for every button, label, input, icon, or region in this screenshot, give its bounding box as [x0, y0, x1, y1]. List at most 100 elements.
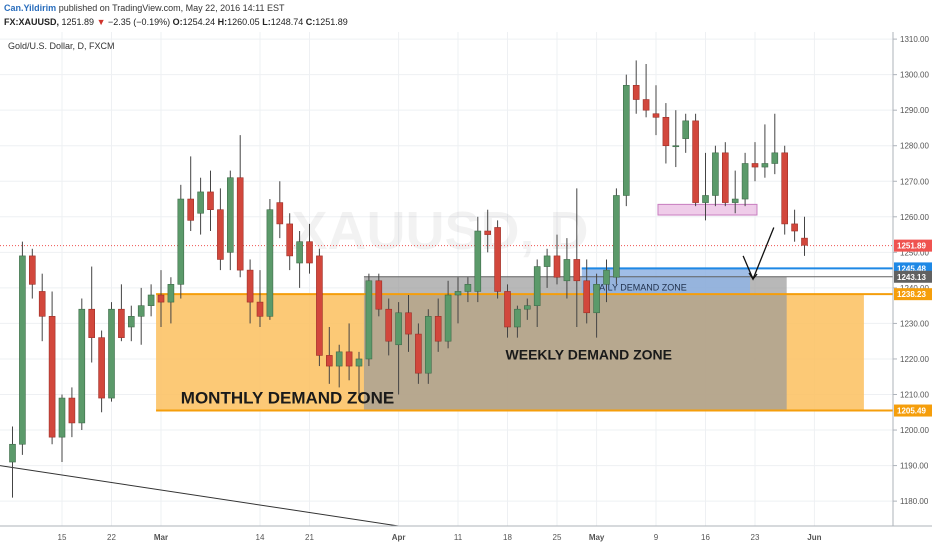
candle-bullish[interactable] [672, 145, 680, 148]
supply-zone[interactable] [657, 204, 757, 216]
candle-bearish[interactable] [415, 333, 422, 374]
candle-bullish[interactable] [702, 195, 709, 203]
candle-bearish[interactable] [217, 209, 224, 260]
candle-bullish[interactable] [147, 294, 155, 306]
candle-bullish[interactable] [771, 152, 779, 164]
candle-bullish[interactable] [108, 308, 115, 399]
price-label-text: 1243.13 [897, 273, 926, 282]
candle-bearish[interactable] [207, 191, 214, 210]
candle-bullish[interactable] [137, 305, 145, 317]
candle-bearish[interactable] [98, 337, 105, 399]
candle-bearish[interactable] [375, 280, 383, 310]
candle-bearish[interactable] [345, 351, 353, 367]
candle-bullish[interactable] [58, 397, 66, 438]
candle-bullish[interactable] [335, 351, 343, 367]
candle-bullish[interactable] [622, 85, 630, 196]
price-tick-label: 1190.00 [900, 462, 929, 471]
price-tick-label: 1290.00 [900, 106, 929, 115]
candle-bullish[interactable] [395, 312, 402, 346]
candle-bullish[interactable] [177, 198, 185, 285]
candle-bearish[interactable] [801, 237, 808, 246]
candle-bearish[interactable] [484, 230, 492, 235]
candle-bullish[interactable] [444, 294, 452, 342]
time-axis[interactable] [0, 526, 932, 550]
candle-bearish[interactable] [751, 163, 759, 168]
candle-bullish[interactable] [128, 316, 135, 328]
candle-bullish[interactable] [523, 305, 531, 310]
candle-bearish[interactable] [721, 152, 729, 203]
candle-bullish[interactable] [682, 120, 690, 139]
candle-bearish[interactable] [632, 85, 640, 100]
candle-bearish[interactable] [157, 294, 165, 303]
candle-bearish[interactable] [28, 255, 36, 285]
candle-bullish[interactable] [563, 259, 571, 282]
author-link[interactable]: Can.Yildirim [4, 3, 57, 13]
candle-bearish[interactable] [316, 255, 323, 356]
price-tick-label: 1180.00 [900, 497, 929, 506]
supply-zone-border [657, 203, 758, 216]
candle-bearish[interactable] [325, 355, 333, 367]
candle-bullish[interactable] [712, 152, 719, 196]
publish-info: published on TradingView.com, May 22, 20… [58, 3, 285, 13]
candle-bullish[interactable] [9, 443, 16, 463]
chart-title: Gold/U.S. Dollar, D, FXCM [8, 41, 115, 51]
candle-bullish[interactable] [464, 284, 472, 292]
candle-bearish[interactable] [494, 227, 501, 292]
candle-bearish[interactable] [286, 223, 294, 257]
price-label-badge [894, 239, 932, 252]
candle-bearish[interactable] [405, 312, 412, 335]
candle-bearish[interactable] [573, 259, 581, 282]
candle-bullish[interactable] [761, 163, 769, 168]
candle-bearish[interactable] [692, 120, 699, 203]
candle-bullish[interactable] [197, 191, 204, 214]
candle-bearish[interactable] [236, 177, 244, 271]
candle-bearish[interactable] [791, 223, 798, 232]
candle-bearish[interactable] [256, 301, 264, 317]
candle-bearish[interactable] [246, 269, 254, 303]
candle-bullish[interactable] [19, 255, 26, 445]
candle-bearish[interactable] [48, 316, 56, 438]
daily-zone-label: DAILY DEMAND ZONE [593, 283, 687, 293]
candle-bullish[interactable] [603, 269, 610, 285]
weekly-zone-label: WEEKLY DEMAND ZONE [506, 347, 672, 363]
candle-bearish[interactable] [385, 308, 393, 342]
candle-bullish[interactable] [355, 358, 363, 367]
price-label-text: 1245.48 [897, 264, 926, 273]
candle-bullish[interactable] [266, 209, 274, 317]
candle-bearish[interactable] [306, 241, 313, 264]
candle-bullish[interactable] [365, 280, 373, 360]
candle-bearish[interactable] [88, 308, 95, 338]
candle-bearish[interactable] [583, 280, 591, 314]
candle-bearish[interactable] [434, 316, 442, 342]
candle-bullish[interactable] [424, 316, 432, 374]
trend-line[interactable] [0, 465, 399, 527]
candle-bearish[interactable] [504, 291, 511, 328]
close-label: C: [305, 17, 316, 27]
candle-bullish[interactable] [227, 177, 234, 253]
candle-bearish[interactable] [68, 397, 76, 424]
candle-bearish[interactable] [118, 308, 125, 338]
candle-bullish[interactable] [543, 255, 551, 267]
candle-bearish[interactable] [38, 291, 46, 317]
candle-bearish[interactable] [781, 152, 789, 225]
high-label: H: [217, 17, 228, 27]
candle-bullish[interactable] [474, 230, 482, 292]
weekly-demand-zone[interactable] [363, 276, 787, 411]
candle-bullish[interactable] [613, 195, 620, 278]
candle-bullish[interactable] [454, 291, 462, 296]
candle-bullish[interactable] [78, 308, 86, 424]
candle-bearish[interactable] [553, 255, 561, 278]
candle-bearish[interactable] [187, 198, 194, 221]
candle-bearish[interactable] [662, 116, 670, 147]
candle-bullish[interactable] [167, 284, 175, 303]
price-chart[interactable]: XAUUSD, D MONTHLY DEMAND ZONE WEEKLY DEMAN… [0, 32, 932, 550]
candle-bullish[interactable] [593, 284, 600, 314]
candle-bullish[interactable] [533, 266, 541, 306]
candle-bullish[interactable] [514, 308, 521, 328]
candle-bearish[interactable] [276, 202, 284, 225]
candle-bearish[interactable] [652, 113, 660, 118]
candle-bullish[interactable] [731, 198, 739, 203]
candle-bearish[interactable] [642, 99, 650, 111]
candle-bullish[interactable] [296, 241, 303, 264]
candle-bullish[interactable] [741, 163, 749, 200]
